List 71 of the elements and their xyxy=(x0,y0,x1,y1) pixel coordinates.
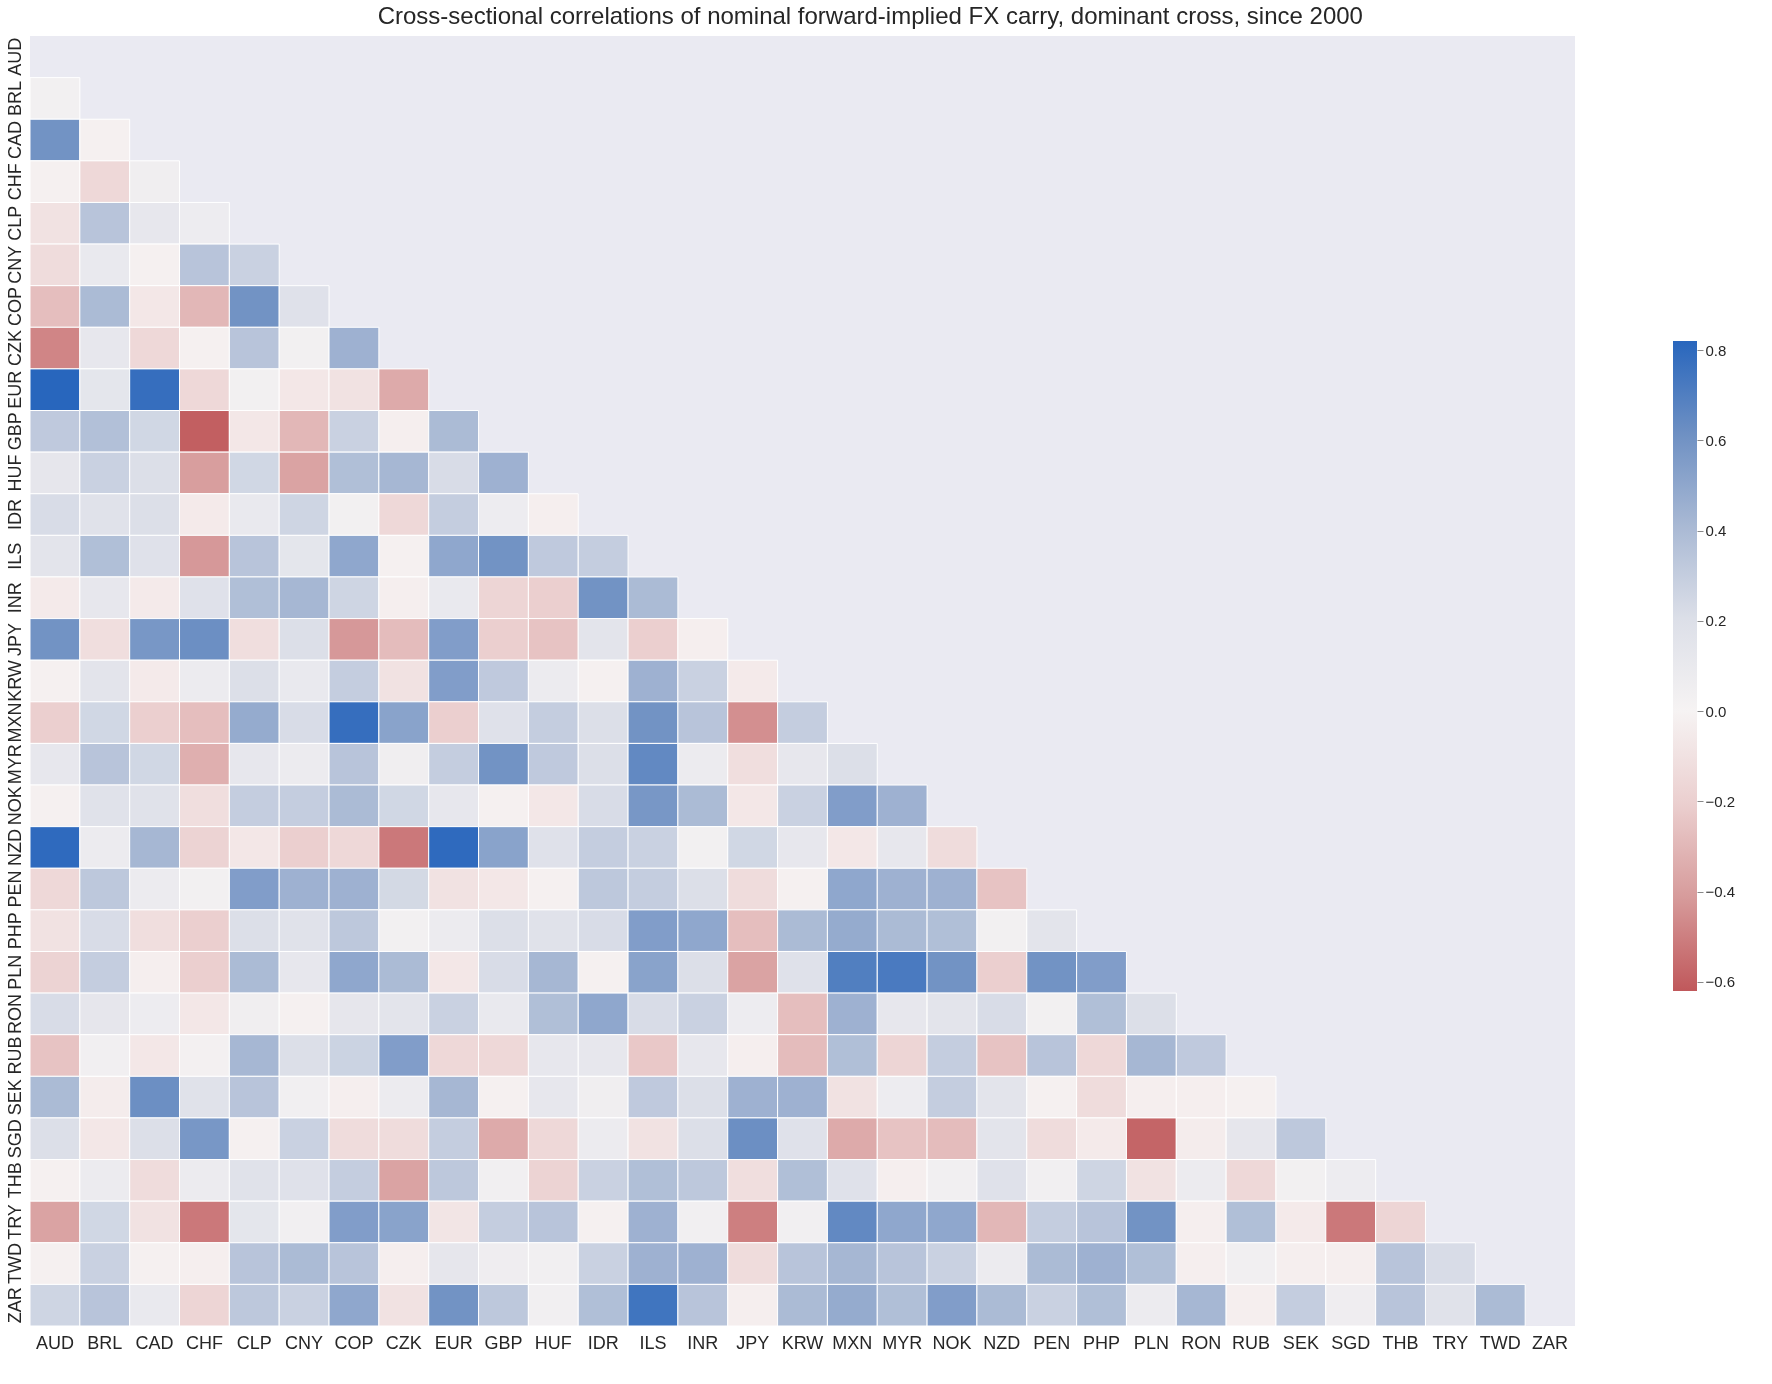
x-tick-label: CHF xyxy=(185,1332,223,1353)
x-tick-label: PLN xyxy=(1133,1332,1169,1353)
y-tick-label: CNY xyxy=(4,245,25,284)
x-tick-label: INR xyxy=(687,1332,719,1353)
y-tick-label: CAD xyxy=(4,121,25,160)
x-tick-label: CAD xyxy=(135,1332,174,1353)
x-tick-label: GBP xyxy=(484,1332,523,1353)
color-bar-label: 0.6 xyxy=(1705,431,1727,449)
x-tick-label: CLP xyxy=(236,1332,272,1353)
y-tick-label: NZD xyxy=(4,828,25,866)
y-tick-label: MYR xyxy=(4,744,25,785)
x-tick-label: ILS xyxy=(639,1332,667,1353)
color-bar-label: 0.8 xyxy=(1705,341,1727,359)
y-tick-label: PLN xyxy=(4,954,25,990)
y-tick-label: CHF xyxy=(4,163,25,201)
y-tick-label: PHP xyxy=(4,912,25,950)
x-tick-label: IDR xyxy=(587,1332,619,1353)
x-tick-label: JPY xyxy=(736,1332,770,1353)
y-tick-label: RON xyxy=(4,993,25,1034)
x-tick-label: MYR xyxy=(882,1332,923,1353)
x-tick-label: PHP xyxy=(1083,1332,1121,1353)
x-tick-label: CNY xyxy=(285,1332,324,1353)
y-tick-label: SEK xyxy=(4,1079,25,1116)
y-tick-label: SGD xyxy=(4,1119,25,1159)
y-tick-label: GBP xyxy=(4,412,25,451)
y-tick-label: ILS xyxy=(4,542,25,570)
y-tick-label: HUF xyxy=(4,454,25,492)
y-tick-label: CZK xyxy=(4,330,25,367)
y-tick-label: COP xyxy=(4,286,25,326)
x-tick-label: COP xyxy=(334,1332,374,1353)
x-tick-label: SEK xyxy=(1282,1332,1319,1353)
chart-title: Cross-sectional correlations of nominal forward-implied FX carry, dominant cross, since 2000 xyxy=(377,2,1363,30)
y-tick-label: BRL xyxy=(4,80,25,116)
x-tick-label: TRY xyxy=(1432,1332,1469,1353)
x-tick-label: CZK xyxy=(385,1332,422,1353)
y-tick-label: THB xyxy=(4,1162,25,1199)
y-tick-label: MXN xyxy=(4,702,25,743)
x-tick-label: BRL xyxy=(87,1332,123,1353)
y-tick-label: KRW xyxy=(4,660,25,702)
color-bar-label: −0.2 xyxy=(1705,792,1736,810)
x-tick-label: RUB xyxy=(1232,1332,1271,1353)
y-tick-label: EUR xyxy=(4,370,25,409)
y-tick-label: TWD xyxy=(4,1243,25,1285)
x-tick-label: SGD xyxy=(1331,1332,1371,1353)
color-bar-label: 0.4 xyxy=(1705,522,1727,540)
x-tick-label: NOK xyxy=(932,1332,972,1353)
y-tick-label: ZAR xyxy=(4,1287,25,1324)
y-tick-label: TRY xyxy=(4,1204,25,1240)
x-tick-label: MXN xyxy=(832,1332,873,1353)
x-tick-label: PEN xyxy=(1033,1332,1071,1353)
color-bar-label: 0.0 xyxy=(1705,702,1727,720)
y-tick-label: INR xyxy=(4,582,25,614)
y-tick-label: CLP xyxy=(4,205,25,241)
color-bar-label: 0.2 xyxy=(1705,612,1727,630)
x-tick-label: KRW xyxy=(781,1332,824,1353)
x-tick-label: ZAR xyxy=(1532,1332,1569,1353)
x-tick-label: AUD xyxy=(35,1332,74,1353)
x-tick-label: RON xyxy=(1181,1332,1222,1353)
y-tick-label: IDR xyxy=(4,499,25,531)
x-tick-label: EUR xyxy=(434,1332,473,1353)
y-tick-label: AUD xyxy=(4,37,25,76)
x-tick-label: THB xyxy=(1382,1332,1419,1353)
y-tick-label: PEN xyxy=(4,870,25,908)
y-tick-label: RUB xyxy=(4,1036,25,1075)
x-tick-label: HUF xyxy=(534,1332,572,1353)
y-tick-label: NOK xyxy=(4,786,25,826)
color-bar-label: −0.4 xyxy=(1705,883,1736,901)
y-tick-label: JPY xyxy=(4,622,25,656)
x-tick-label: TWD xyxy=(1479,1332,1521,1353)
x-tick-label: NZD xyxy=(983,1332,1021,1353)
color-bar-label: −0.6 xyxy=(1705,973,1736,991)
